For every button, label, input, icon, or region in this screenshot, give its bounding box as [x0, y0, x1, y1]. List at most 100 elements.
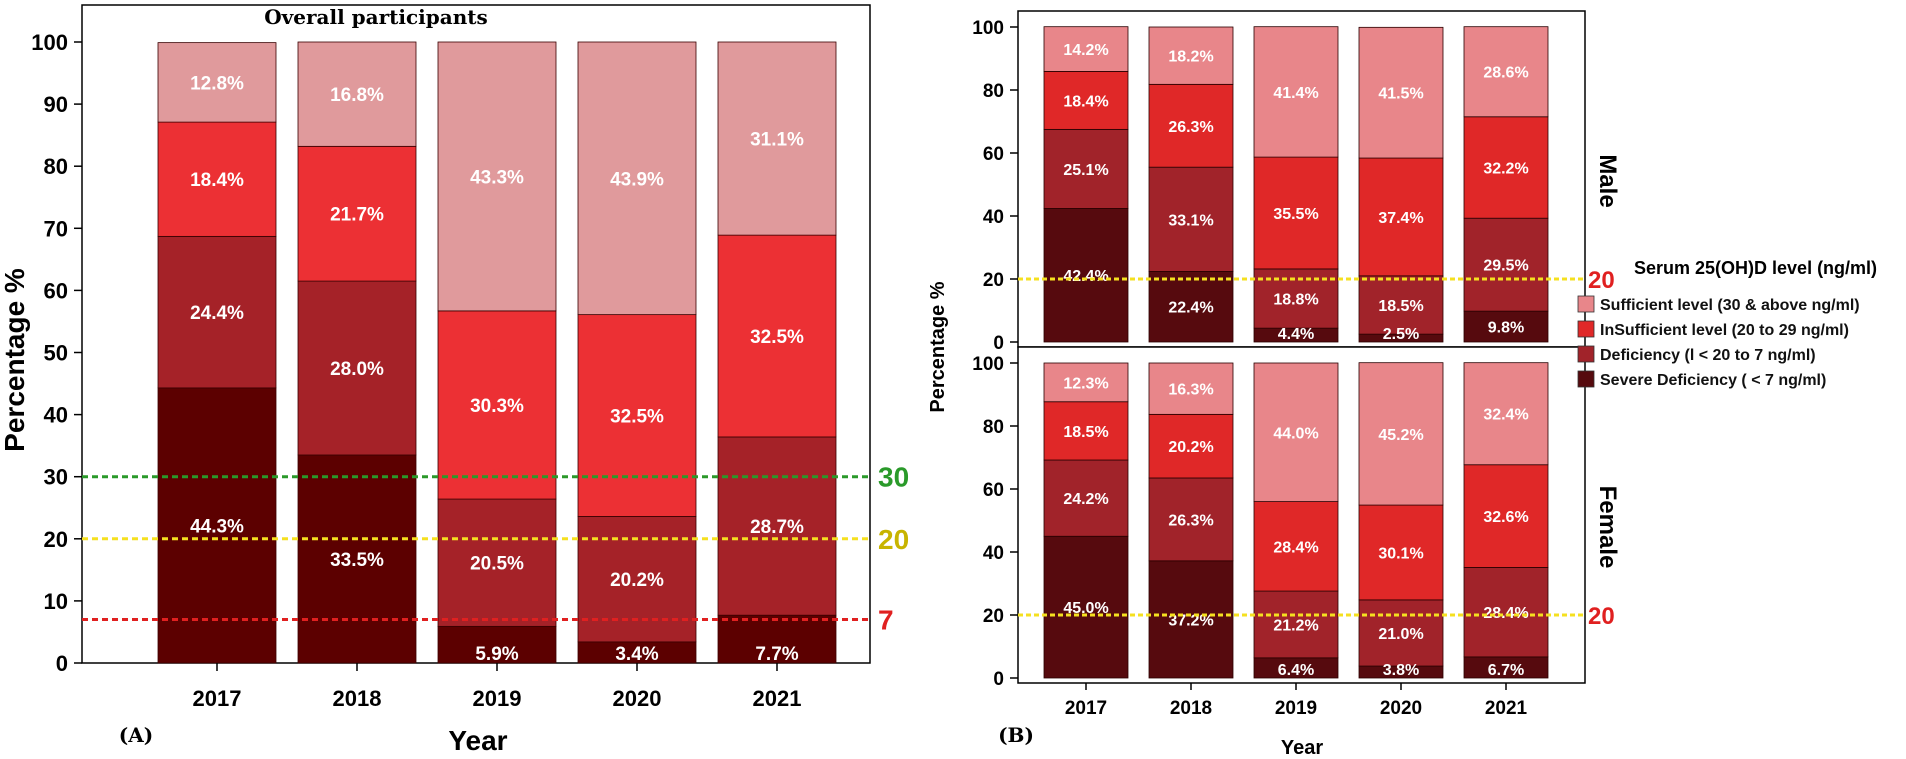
- panel-b-bar-segment: [1358, 504, 1444, 601]
- panel-b-data-label: 3.8%: [1383, 662, 1419, 679]
- panel-b-bar-segment: [1043, 362, 1129, 403]
- panel-b-bar-segment: [1463, 567, 1549, 658]
- panel-b-data-label: 33.1%: [1168, 212, 1213, 229]
- panel-b-bar-segment: [1043, 128, 1129, 209]
- panel-b-bar-segment: [1463, 362, 1549, 466]
- panel-b-y-tick-label: 100: [972, 354, 1004, 375]
- panel-b-bar-segment: [1463, 116, 1549, 219]
- panel-b-data-label: 6.7%: [1488, 662, 1524, 679]
- panel-a-data-label: 5.9%: [475, 644, 518, 665]
- panel-b-data-label: 12.3%: [1063, 375, 1108, 392]
- panel-b-x-ticks: 2017 2018 2019 2020 2021: [1065, 683, 1528, 719]
- panel-a-data-label: 24.4%: [190, 303, 244, 324]
- panel-b-y-tick-label: 40: [983, 207, 1004, 228]
- panel-a-bar-segment: [157, 235, 277, 389]
- panel-a-data-label: 16.8%: [330, 85, 384, 106]
- panel-b-data-label: 18.4%: [1063, 93, 1108, 110]
- panel-b-x-tick-label: 2019: [1275, 698, 1317, 719]
- panel-b-female-reference-lines: 20: [1018, 603, 1615, 630]
- panel-a-data-label: 44.3%: [190, 516, 244, 537]
- panel-b-bar-segment: [1463, 217, 1549, 312]
- panel-b-data-label: 41.4%: [1273, 85, 1318, 102]
- panel-a-y-tick-label: 20: [44, 527, 68, 552]
- panel-a-x-tick-label: 2017: [193, 686, 242, 711]
- legend-title: Serum 25(OH)D level (ng/ml): [1634, 258, 1877, 278]
- legend-swatch: [1577, 295, 1595, 313]
- panel-b-data-label: 9.8%: [1488, 320, 1524, 337]
- panel-a-x-tick-label: 2021: [753, 686, 802, 711]
- panel-b-data-label: 18.2%: [1168, 49, 1213, 66]
- panel-b-y-tick-label: 60: [983, 480, 1004, 501]
- panel-a-data-label: 32.5%: [610, 407, 664, 428]
- panel-b-reference-line-label: 20: [1588, 603, 1615, 630]
- panel-a-data-label: 32.5%: [750, 327, 804, 348]
- panel-b-bar-segment: [1253, 362, 1339, 503]
- panel-a-data-label: 28.0%: [330, 359, 384, 380]
- legend-swatch: [1577, 370, 1595, 388]
- panel-b-x-tick-label: 2017: [1065, 698, 1107, 719]
- panel-b-data-label: 28.4%: [1273, 539, 1318, 556]
- panel-b-bar-segment: [1463, 464, 1549, 568]
- panel-a-title: Overall participants: [264, 5, 488, 29]
- panel-b-bar-segment: [1358, 362, 1444, 506]
- legend-swatch: [1577, 320, 1595, 338]
- panel-b-y-tick-label: 80: [983, 81, 1004, 102]
- panel-b-data-label: 6.4%: [1278, 662, 1314, 679]
- panel-b-y-tick-label: 60: [983, 144, 1004, 165]
- panel-a-bar-segment: [297, 41, 417, 147]
- panel-b-data-label: 32.2%: [1483, 160, 1528, 177]
- panel-b-y-tick-label: 100: [972, 18, 1004, 39]
- legend-swatch: [1577, 345, 1595, 363]
- panel-a-y-tick-label: 0: [56, 651, 68, 676]
- panel-a-y-tick-label: 70: [44, 216, 68, 241]
- panel-b-chart: Male Female Percentage % Year (B) 0 20 40 6…: [927, 10, 1621, 759]
- panel-a-data-label: 30.3%: [470, 396, 524, 417]
- panel-a-x-tick-label: 2020: [613, 686, 662, 711]
- panel-b-data-label: 30.1%: [1378, 545, 1423, 562]
- panel-a-y-tick-label: 80: [44, 154, 68, 179]
- panel-a-bar-segment: [297, 145, 417, 282]
- panel-b-data-label: 37.2%: [1168, 612, 1213, 629]
- panel-a-bar-segment: [717, 234, 837, 438]
- panel-b-data-label: 14.2%: [1063, 42, 1108, 59]
- panel-a-data-label: 21.7%: [330, 205, 384, 226]
- panel-b-bar-segment: [1148, 362, 1234, 415]
- panel-b-bar-segment: [1148, 83, 1234, 168]
- panel-b-bar-segment: [1043, 535, 1129, 679]
- panel-a-bar-segment: [437, 625, 557, 664]
- panel-b-facet-female: Female: [1594, 486, 1621, 569]
- panel-a-y-axis-label: Percentage %: [0, 268, 30, 452]
- panel-b-data-label: 26.3%: [1168, 119, 1213, 136]
- legend: Serum 25(OH)D level (ng/ml) Sufficient l…: [1577, 258, 1877, 389]
- panel-b-bar-segment: [1148, 477, 1234, 562]
- panel-a-label: (A): [119, 723, 153, 747]
- panel-b-y-tick-label: 20: [983, 270, 1004, 291]
- panel-b-reference-line-label: 20: [1588, 267, 1615, 294]
- panel-a-bar-segment: [157, 387, 277, 664]
- panel-b-bar-segment: [1148, 271, 1234, 343]
- panel-b-data-label: 44.0%: [1273, 425, 1318, 442]
- panel-a-data-label: 12.8%: [190, 73, 244, 94]
- panel-b-bar-segment: [1253, 156, 1339, 270]
- panel-b-x-tick-label: 2021: [1485, 698, 1528, 719]
- panel-a-bars: 44.3% 24.4% 18.4% 12.8% 33.5% 28.0% 21.7% 16.8%…: [157, 41, 837, 665]
- panel-b-y-tick-label: 80: [983, 417, 1004, 438]
- panel-a-y-tick-label: 90: [44, 92, 68, 117]
- panel-b-data-label: 37.4%: [1378, 210, 1423, 227]
- panel-a-y-tick-label: 50: [44, 341, 68, 366]
- panel-b-data-label: 26.3%: [1168, 512, 1213, 529]
- panel-a-y-ticks: 0 10 20 30 40 50 60 70 80 90 100: [31, 30, 82, 676]
- panel-b-bar-segment: [1148, 413, 1234, 479]
- panel-b-data-label: 18.5%: [1063, 424, 1108, 441]
- panel-b-bar-segment: [1253, 501, 1339, 592]
- panel-b-bar-segment: [1358, 26, 1444, 159]
- legend-item-label: Severe Deficiency ( < 7 ng/ml): [1600, 372, 1826, 389]
- panel-a-bar-segment: [297, 454, 417, 664]
- panel-a-data-label: 20.2%: [610, 570, 664, 591]
- panel-a-bar-segment: [157, 121, 277, 237]
- panel-b-data-label: 25.1%: [1063, 162, 1108, 179]
- panel-b-data-label: 32.6%: [1483, 509, 1528, 526]
- panel-b-y-tick-label: 20: [983, 606, 1004, 627]
- panel-b-data-label: 42.4%: [1063, 268, 1108, 285]
- panel-b-bar-segment: [1358, 599, 1444, 667]
